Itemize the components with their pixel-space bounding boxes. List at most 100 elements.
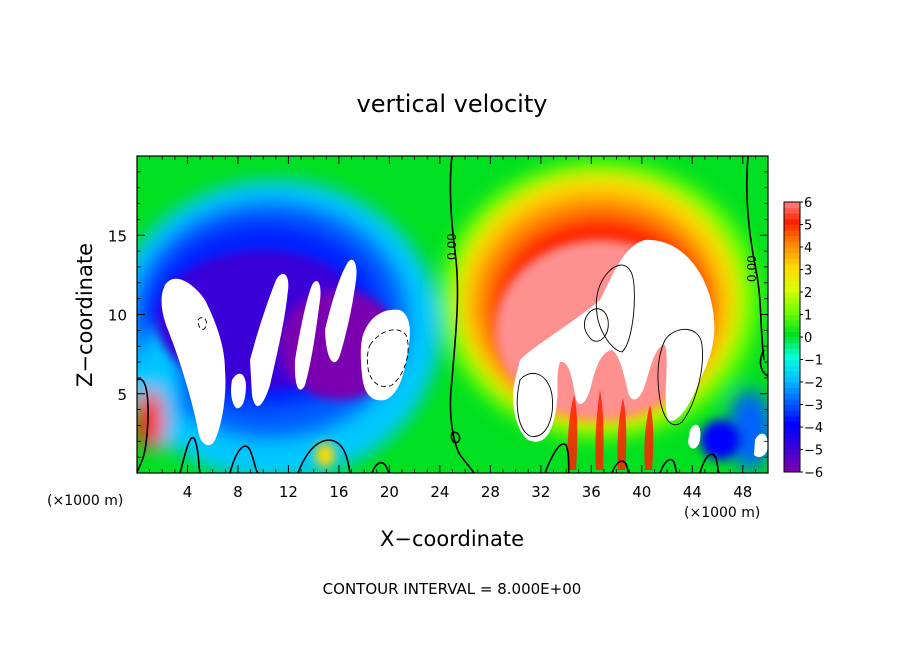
field-blob bbox=[137, 390, 164, 450]
contour-interval-note: CONTOUR INTERVAL = 8.000E+00 bbox=[323, 580, 582, 598]
zero-contour bbox=[449, 156, 475, 473]
colorbar-swatch bbox=[784, 303, 800, 310]
zero-contour bbox=[371, 461, 390, 473]
field-streak bbox=[567, 395, 578, 470]
x-tick-label: 20 bbox=[380, 483, 399, 501]
colorbar-tick-label: 1 bbox=[804, 309, 812, 324]
x-axis-ticks: 4 8 12 16 20 24 28 32 36 40 44 48 bbox=[149, 156, 756, 501]
x-tick-label: 16 bbox=[329, 483, 348, 501]
colorbar-swatch bbox=[784, 252, 800, 259]
colorbar-swatch bbox=[784, 280, 800, 287]
colorbar-swatch bbox=[784, 455, 800, 462]
y-tick-label: 10 bbox=[108, 307, 127, 325]
x-tick-label: 40 bbox=[632, 483, 651, 501]
colorbar-swatch bbox=[784, 398, 800, 405]
x-tick-label: 36 bbox=[582, 483, 601, 501]
saturated-region bbox=[513, 239, 715, 442]
saturated-region bbox=[754, 433, 768, 457]
colorbar-swatch bbox=[784, 359, 800, 366]
saturated-region bbox=[360, 309, 410, 401]
colorbar-swatch bbox=[784, 202, 800, 209]
colorbar-swatch bbox=[784, 348, 800, 355]
colorbar-tick-label: −3 bbox=[804, 399, 823, 414]
colorbar-swatch bbox=[784, 235, 800, 242]
field-streak bbox=[644, 405, 654, 470]
colorbar-tick-label: 4 bbox=[804, 241, 812, 256]
colorbar-swatch bbox=[784, 224, 800, 231]
colorbar-tick-label: 6 bbox=[804, 196, 812, 211]
saturated-region bbox=[250, 273, 289, 407]
colorbar-swatch bbox=[784, 269, 800, 276]
colorbar-swatch bbox=[784, 207, 800, 214]
positive-contour bbox=[516, 372, 553, 437]
colorbar-swatch bbox=[784, 320, 800, 327]
x-tick-label: 24 bbox=[430, 483, 449, 501]
colorbar-swatch bbox=[784, 241, 800, 248]
contour-lines bbox=[137, 156, 768, 473]
negative-contour bbox=[366, 329, 409, 387]
zero-contour-label: 0.00 bbox=[445, 233, 459, 260]
field-blob bbox=[315, 443, 335, 467]
colorbar-swatch bbox=[784, 432, 800, 439]
colorbar-swatch bbox=[784, 331, 800, 338]
colorbar-tick-label: 5 bbox=[804, 219, 812, 234]
x-tick-label: 4 bbox=[183, 483, 193, 501]
x-right-unit-label: (×1000 m) bbox=[684, 505, 760, 521]
zero-contour-label: 0.00 bbox=[745, 255, 759, 282]
colorbar-swatch bbox=[784, 427, 800, 434]
field-streak bbox=[617, 398, 627, 470]
x-axis-title: X−coordinate bbox=[380, 527, 524, 551]
colorbar-swatch bbox=[784, 337, 800, 344]
colorbar-swatch bbox=[784, 443, 800, 450]
colorbar-swatch bbox=[784, 275, 800, 282]
colorbar-swatch bbox=[784, 292, 800, 299]
colorbar-swatch bbox=[784, 376, 800, 383]
y-axis-title: Z−coordinate bbox=[73, 243, 97, 387]
colorbar-swatch bbox=[784, 342, 800, 349]
colorbar-tick-label: −1 bbox=[804, 354, 823, 369]
colorbar: 6 5 4 3 2 1 0 −1 −2 −3 −4 −5 −6 bbox=[783, 196, 823, 481]
field-streak bbox=[595, 390, 604, 470]
colorbar-swatch bbox=[784, 314, 800, 321]
x-tick-label: 8 bbox=[233, 483, 243, 501]
colorbar-swatch bbox=[784, 415, 800, 422]
zero-contour bbox=[611, 460, 630, 473]
chart-title: vertical velocity bbox=[357, 90, 548, 118]
zero-contour bbox=[544, 443, 570, 473]
colorbar-swatch bbox=[784, 421, 800, 428]
colorbar-tick-label: −5 bbox=[804, 444, 823, 459]
positive-contour bbox=[657, 328, 703, 426]
colorbar-swatch bbox=[784, 370, 800, 377]
zero-contour bbox=[659, 458, 678, 473]
x-tick-label: 44 bbox=[683, 483, 702, 501]
saturated-region bbox=[688, 424, 701, 449]
field-blob bbox=[700, 420, 740, 460]
colorbar-swatch bbox=[784, 466, 800, 473]
x-tick-label: 32 bbox=[531, 483, 550, 501]
colorbar-swatch bbox=[784, 387, 800, 394]
y-tick-label: 5 bbox=[117, 386, 127, 404]
colorbar-swatch bbox=[784, 404, 800, 411]
colorbar-swatch bbox=[784, 325, 800, 332]
negative-contour bbox=[197, 317, 207, 330]
colorbar-swatch bbox=[784, 410, 800, 417]
zero-contour bbox=[745, 156, 765, 361]
colorbar-swatch bbox=[784, 230, 800, 237]
zero-contour bbox=[179, 437, 201, 473]
colorbar-swatch bbox=[784, 382, 800, 389]
colorbar-swatch bbox=[784, 393, 800, 400]
positive-contour bbox=[583, 308, 609, 342]
colorbar-swatch bbox=[784, 460, 800, 467]
x-tick-label: 48 bbox=[733, 483, 752, 501]
zero-contour bbox=[297, 439, 351, 473]
colorbar-tick-label: −4 bbox=[804, 421, 823, 436]
colorbar-swatch bbox=[784, 213, 800, 220]
zero-contour bbox=[137, 378, 149, 473]
y-axis-ticks: 5 10 15 bbox=[108, 171, 768, 458]
x-tick-label: 12 bbox=[279, 483, 298, 501]
zero-contour bbox=[699, 453, 720, 473]
saturated-region bbox=[161, 278, 226, 446]
colorbar-swatch bbox=[784, 353, 800, 360]
